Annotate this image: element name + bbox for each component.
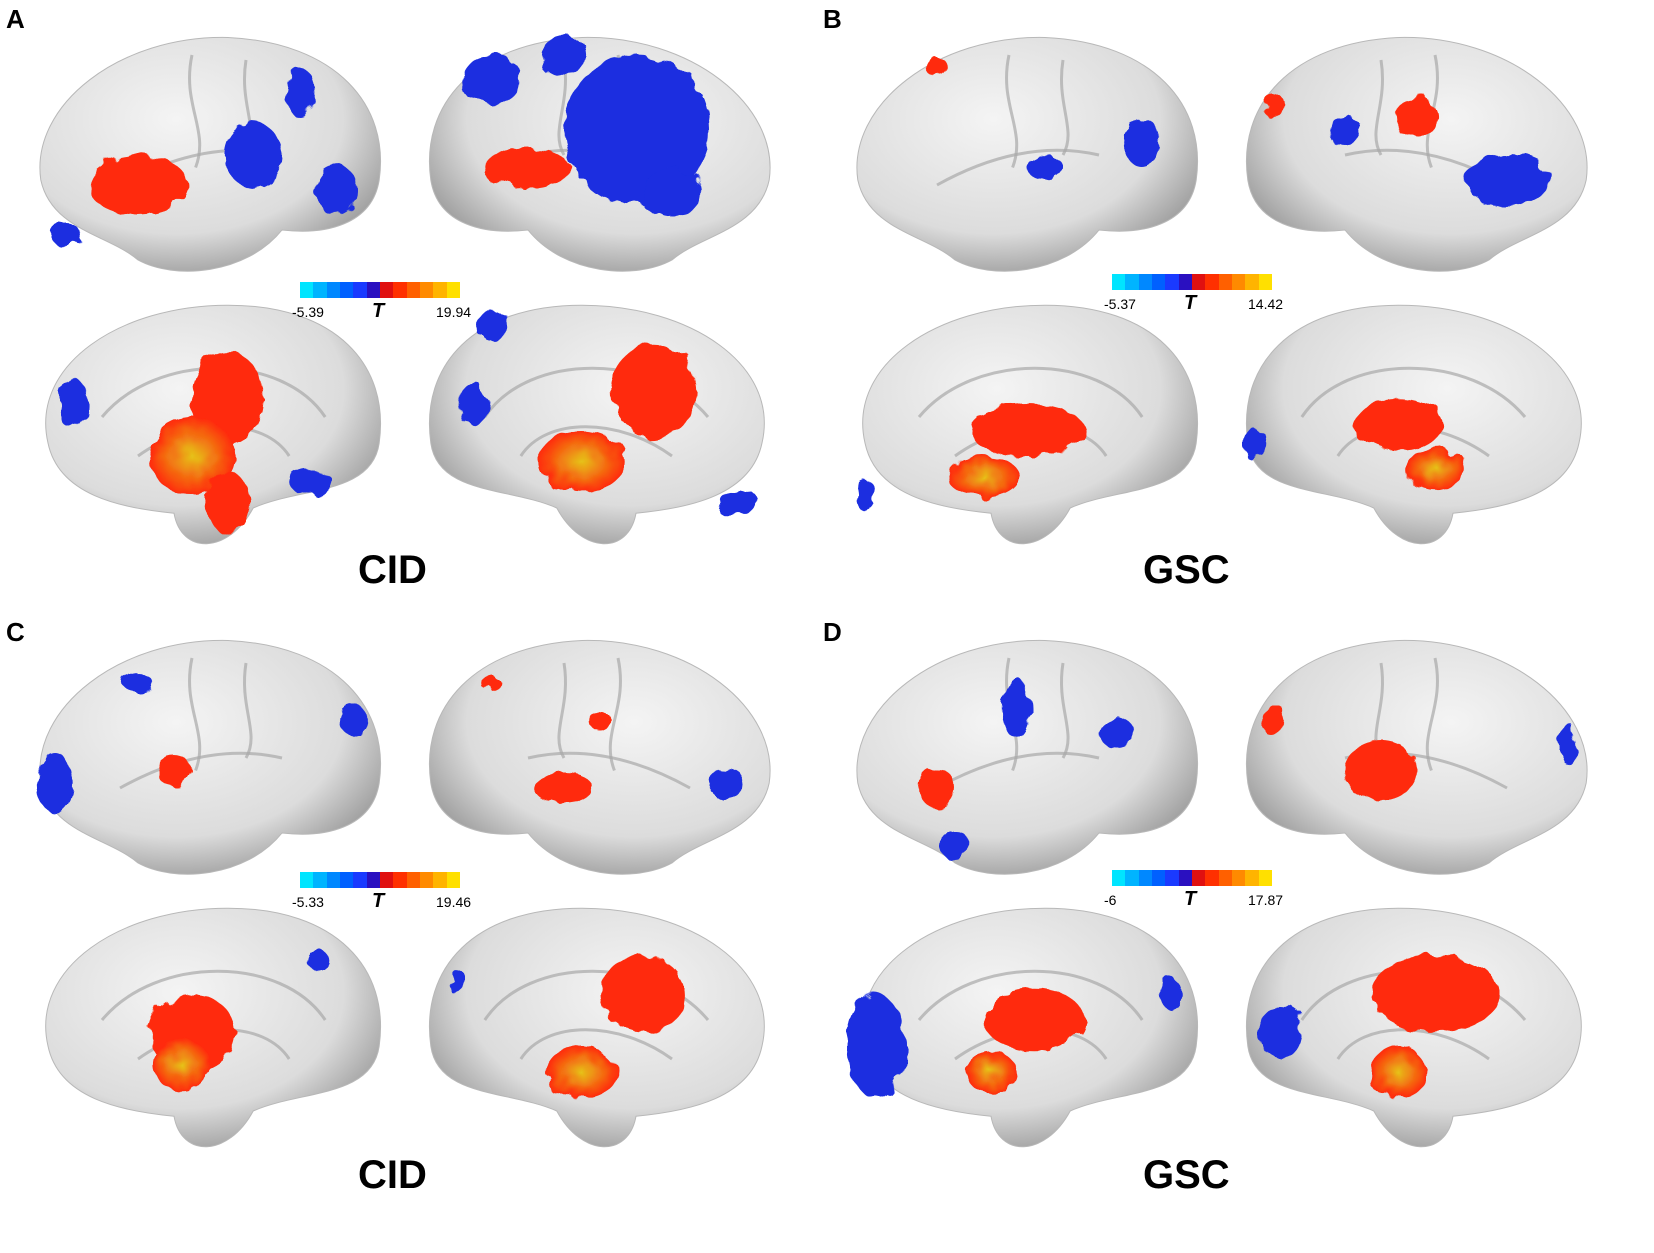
colorbar: -5.37 T 14.42 [1104, 274, 1283, 320]
brain-renderings-c [37, 639, 771, 1148]
colorbar-min: -6 [1104, 892, 1117, 908]
panel-title: CID [358, 1153, 427, 1197]
panel-b: B -5.37 T 14.42 GSC [817, 0, 1644, 626]
colorbar-min: -5.37 [1104, 296, 1136, 312]
panel-d: D -6 T 17.87 GSC [817, 613, 1644, 1239]
panel-letter: A [6, 4, 25, 34]
colorbar-max: 19.46 [436, 894, 472, 910]
brain-hemisphere [45, 907, 381, 1148]
colorbar-strip [1112, 274, 1272, 290]
colorbar: -5.33 T 19.46 [292, 872, 471, 918]
brain-hemisphere [854, 304, 1198, 545]
brain-hemisphere [429, 639, 771, 875]
brain-renderings-b [854, 36, 1588, 545]
colorbar-t-label: T [1184, 888, 1197, 910]
colorbar-min: -5.33 [292, 894, 324, 910]
brain-hemisphere [39, 36, 381, 272]
panel-title: GSC [1143, 1153, 1230, 1197]
colorbar: -5.39 T 19.94 [292, 282, 471, 328]
colorbar-strip [1112, 870, 1272, 886]
brain-hemisphere [1244, 304, 1582, 545]
panel-title: GSC [1143, 548, 1230, 592]
colorbar-strip [300, 872, 460, 888]
panel-letter: D [823, 617, 842, 647]
brain-hemisphere [45, 304, 381, 545]
brain-hemisphere [1246, 36, 1588, 272]
brain-hemisphere [37, 639, 381, 875]
colorbar-t-label: T [372, 300, 385, 322]
colorbar-t-label: T [1184, 292, 1197, 314]
panel-title: CID [358, 548, 427, 592]
brain-hemisphere [1246, 907, 1582, 1148]
brain-hemisphere [429, 907, 765, 1148]
brain-hemisphere [856, 639, 1198, 875]
brain-hemisphere [429, 35, 771, 272]
brain-hemisphere [429, 304, 765, 545]
panel-a: A -5.39 T 19.94 CID [0, 0, 827, 626]
brain-hemisphere [847, 907, 1198, 1148]
brain-hemisphere [1246, 639, 1588, 875]
brain-renderings-a [39, 35, 771, 545]
colorbar: -6 T 17.87 [1104, 870, 1283, 916]
colorbar-max: 14.42 [1248, 296, 1284, 312]
colorbar-t-label: T [372, 890, 385, 912]
colorbar-max: 19.94 [436, 304, 472, 320]
brain-renderings-d [847, 639, 1588, 1148]
panel-c: C -5.33 T 19.46 CID [0, 613, 827, 1239]
panel-letter: C [6, 617, 25, 647]
colorbar-min: -5.39 [292, 304, 324, 320]
colorbar-max: 17.87 [1248, 892, 1284, 908]
panel-letter: B [823, 4, 842, 34]
brain-hemisphere [856, 36, 1198, 272]
colorbar-strip [300, 282, 460, 298]
